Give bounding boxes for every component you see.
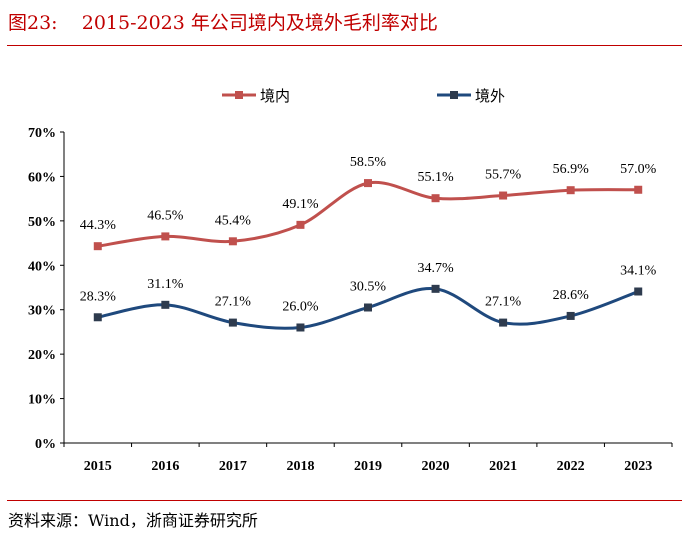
- source-note: 资料来源：Wind，浙商证券研究所: [8, 511, 258, 530]
- data-point: [364, 303, 372, 312]
- x-tick-label: 2019: [354, 459, 382, 474]
- data-label: 55.7%: [485, 168, 522, 183]
- source-divider: [7, 500, 682, 501]
- data-point: [93, 242, 102, 251]
- x-tick-label: 2018: [286, 459, 314, 474]
- data-point: [161, 300, 170, 309]
- data-point: [228, 237, 237, 246]
- legend-marker-0: [235, 91, 243, 99]
- data-label: 27.1%: [485, 295, 522, 310]
- data-point: [228, 318, 237, 327]
- data-label: 31.1%: [147, 277, 184, 292]
- x-tick-label: 2022: [557, 459, 585, 474]
- data-label: 30.5%: [350, 279, 387, 294]
- y-tick-label: 70%: [28, 126, 56, 141]
- y-tick-label: 60%: [28, 170, 56, 185]
- data-label: 34.7%: [417, 261, 454, 276]
- data-point: [499, 191, 508, 200]
- data-point: [499, 318, 508, 327]
- y-tick-label: 10%: [28, 393, 56, 408]
- x-tick-label: 2016: [151, 459, 179, 474]
- x-tick-label: 2021: [489, 459, 517, 474]
- data-point: [566, 311, 575, 320]
- y-tick-label: 30%: [28, 304, 56, 319]
- data-label: 46.5%: [147, 208, 184, 223]
- x-tick-label: 2017: [219, 459, 247, 474]
- legend-label-1: 境外: [475, 87, 505, 105]
- legend-label-0: 境内: [260, 87, 290, 105]
- y-tick-label: 20%: [28, 348, 56, 363]
- data-point: [296, 220, 305, 229]
- y-tick-label: 50%: [28, 215, 56, 230]
- x-tick-label: 2023: [624, 459, 652, 474]
- data-point: [431, 284, 440, 293]
- data-point: [566, 186, 575, 195]
- data-point: [364, 179, 372, 188]
- data-label: 45.4%: [215, 213, 252, 228]
- data-point: [634, 287, 643, 296]
- data-label: 49.1%: [282, 197, 319, 212]
- line-chart: 0% 10% 20% 30% 40% 50% 60% 70% 2015 2016 2017 2018 2…: [28, 87, 673, 474]
- data-label: 28.6%: [553, 288, 590, 303]
- data-label: 58.5%: [350, 155, 387, 170]
- data-label: 55.1%: [417, 170, 454, 185]
- title-divider: [7, 45, 682, 46]
- data-point: [161, 232, 170, 241]
- data-label: 44.3%: [80, 218, 117, 233]
- legend-marker-1: [450, 91, 458, 99]
- y-tick-label: 40%: [28, 259, 56, 274]
- data-point: [93, 313, 102, 322]
- x-tick-label: 2015: [84, 459, 112, 474]
- data-label: 56.9%: [553, 162, 590, 177]
- data-label: 28.3%: [80, 289, 117, 304]
- y-tick-label: 0%: [35, 437, 56, 452]
- data-point: [431, 194, 440, 203]
- x-tick-label: 2020: [422, 459, 450, 474]
- data-label: 57.0%: [620, 162, 657, 177]
- data-label: 27.1%: [215, 295, 252, 310]
- data-label: 34.1%: [620, 263, 657, 278]
- data-point: [296, 323, 305, 332]
- data-point: [634, 185, 643, 194]
- figure-title: 图23: 2015-2023 年公司境内及境外毛利率对比: [8, 12, 438, 34]
- data-label: 26.0%: [282, 299, 319, 314]
